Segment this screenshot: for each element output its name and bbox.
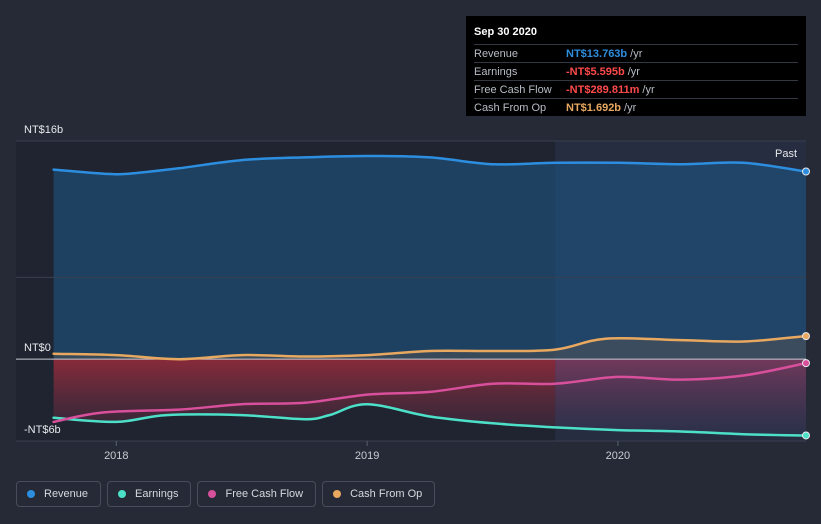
earnings-end-point: [802, 431, 810, 440]
revenue-end-point: [802, 167, 810, 176]
tooltip-label: Revenue: [474, 47, 519, 60]
tooltip-row-earnings: Earnings -NT$5.595b /yr: [474, 62, 798, 80]
earnings-area-past: [555, 359, 806, 436]
tooltip-label: Free Cash Flow: [474, 83, 552, 96]
y-axis-label: NT$16b: [24, 124, 63, 136]
legend-item-revenue[interactable]: Revenue: [16, 481, 102, 507]
legend-label: Cash From Op: [350, 488, 423, 500]
legend-dot-icon: [333, 490, 342, 498]
revenue-line: [52, 154, 808, 176]
tooltip-date: Sep 30 2020: [474, 26, 537, 38]
tooltip-value: NT$1.692b: [566, 101, 622, 114]
legend: Revenue Earnings Free Cash Flow Cash Fro…: [16, 481, 436, 507]
tooltip: Sep 30 2020 Revenue NT$13.763b /yr Earni…: [466, 16, 806, 116]
tooltip-value: -NT$289.811m: [566, 83, 640, 96]
y-axis-label: -NT$6b: [24, 424, 61, 436]
legend-item-free-cash-flow[interactable]: Free Cash Flow: [197, 481, 317, 507]
legend-label: Revenue: [44, 488, 89, 500]
tooltip-unit: /yr: [642, 83, 655, 96]
revenue-area: [53, 156, 807, 360]
x-tick-label: 2019: [355, 450, 379, 462]
legend-item-cash-from-op[interactable]: Cash From Op: [322, 481, 436, 507]
chart: 2018 2019 2020 NT$16b NT$0 -NT$6b Past: [16, 124, 810, 462]
legend-dot-icon: [118, 490, 127, 498]
free-cash-flow-end-point: [802, 359, 810, 368]
tooltip-value: NT$13.763b: [566, 47, 628, 60]
tooltip-unit: /yr: [624, 101, 637, 114]
free-cash-flow-line: [52, 361, 808, 424]
earnings-line: [52, 402, 808, 437]
tooltip-row-cash-from-op: Cash From Op NT$1.692b /yr: [474, 98, 798, 116]
legend-dot-icon: [27, 490, 35, 498]
tooltip-unit: /yr: [627, 65, 640, 78]
tooltip-unit: /yr: [630, 47, 643, 60]
past-label: Past: [775, 148, 797, 160]
legend-item-earnings[interactable]: Earnings: [107, 481, 192, 507]
tooltip-row-free-cash-flow: Free Cash Flow -NT$289.811m /yr: [474, 80, 798, 98]
legend-label: Free Cash Flow: [225, 488, 304, 500]
legend-label: Earnings: [135, 488, 179, 500]
legend-dot-icon: [208, 490, 217, 498]
tooltip-value: -NT$5.595b: [566, 65, 625, 78]
cash-from-op-end-point: [802, 332, 810, 341]
cash-from-op-line: [52, 334, 808, 361]
tooltip-label: Earnings: [474, 65, 518, 78]
x-tick-label: 2018: [104, 450, 128, 462]
y-axis-label: NT$0: [24, 342, 51, 354]
tooltip-row-revenue: Revenue NT$13.763b /yr: [474, 44, 798, 62]
tooltip-label: Cash From Op: [474, 101, 547, 114]
x-tick-label: 2020: [606, 450, 630, 462]
cash-from-op-area: [53, 336, 807, 360]
